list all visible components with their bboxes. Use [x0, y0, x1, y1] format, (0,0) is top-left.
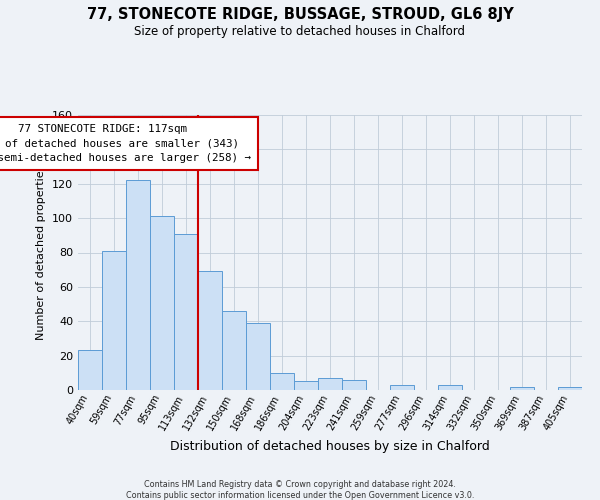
- Text: 77, STONECOTE RIDGE, BUSSAGE, STROUD, GL6 8JY: 77, STONECOTE RIDGE, BUSSAGE, STROUD, GL…: [86, 8, 514, 22]
- Text: Contains HM Land Registry data © Crown copyright and database right 2024.: Contains HM Land Registry data © Crown c…: [144, 480, 456, 489]
- Text: 77 STONECOTE RIDGE: 117sqm
← 57% of detached houses are smaller (343)
43% of sem: 77 STONECOTE RIDGE: 117sqm ← 57% of deta…: [0, 124, 251, 163]
- Bar: [342, 380, 366, 390]
- Y-axis label: Number of detached properties: Number of detached properties: [37, 165, 46, 340]
- Bar: [294, 382, 318, 390]
- Bar: [150, 216, 174, 390]
- Bar: [102, 251, 126, 390]
- Bar: [270, 373, 294, 390]
- Bar: [510, 386, 534, 390]
- Bar: [78, 350, 102, 390]
- Bar: [174, 234, 198, 390]
- X-axis label: Distribution of detached houses by size in Chalford: Distribution of detached houses by size …: [170, 440, 490, 454]
- Bar: [438, 385, 462, 390]
- Text: Size of property relative to detached houses in Chalford: Size of property relative to detached ho…: [134, 25, 466, 38]
- Bar: [318, 378, 342, 390]
- Bar: [246, 323, 270, 390]
- Bar: [222, 311, 246, 390]
- Bar: [126, 180, 150, 390]
- Bar: [198, 272, 222, 390]
- Bar: [390, 385, 414, 390]
- Text: Contains public sector information licensed under the Open Government Licence v3: Contains public sector information licen…: [126, 491, 474, 500]
- Bar: [558, 386, 582, 390]
